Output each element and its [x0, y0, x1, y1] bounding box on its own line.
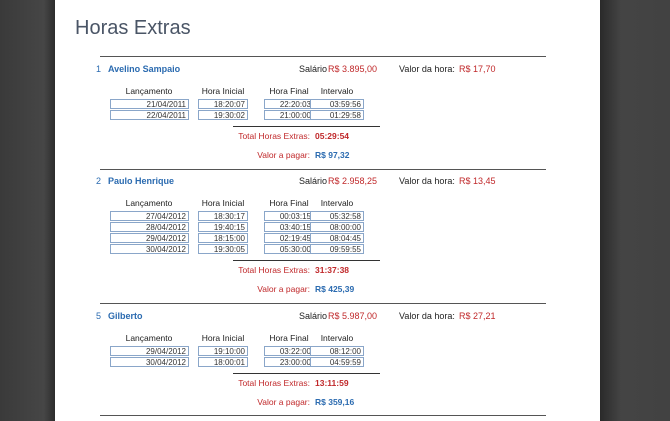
summary-divider: [233, 373, 380, 374]
cell-date: 30/04/2012: [110, 357, 189, 367]
amount-due-value: R$ 97,32: [315, 150, 350, 160]
cell-intervalo: 05:32:58: [310, 211, 364, 221]
right-shadow: [600, 0, 670, 421]
hourly-rate-label: Valor da hora:: [399, 311, 455, 321]
employee-number: 5: [96, 311, 102, 321]
hourly-rate-value: R$ 17,70: [459, 64, 496, 74]
left-shadow: [0, 0, 55, 421]
cell-hora-final: 21:00:00: [264, 110, 314, 120]
total-hours-value: 13:11:59: [315, 378, 349, 388]
salary-label: Salário: [299, 176, 328, 186]
cell-hora-final: 00:03:15: [264, 211, 314, 221]
report-page[interactable]: Horas Extras 1 Avelino Sampaio Salário R…: [55, 0, 600, 421]
cell-date: 22/04/2011: [110, 110, 189, 120]
cell-intervalo: 08:04:45: [310, 233, 364, 243]
employee-name[interactable]: Avelino Sampaio: [108, 64, 181, 74]
col-header-intervalo: Intervalo: [320, 86, 354, 96]
cell-hora-inicial: 19:30:05: [198, 244, 248, 254]
col-header-hora-inicial: Hora Inicial: [201, 86, 245, 96]
col-header-hora-inicial: Hora Inicial: [201, 333, 245, 343]
cell-intervalo: 03:59:56: [310, 99, 364, 109]
cell-hora-final: 03:22:00: [264, 346, 314, 356]
cell-hora-final: 03:40:15: [264, 222, 314, 232]
cell-hora-final: 05:30:00: [264, 244, 314, 254]
salary-value: R$ 2.958,25: [328, 176, 378, 186]
col-header-lancamento: Lançamento: [125, 86, 173, 96]
summary-divider: [233, 260, 380, 261]
cell-intervalo: 08:00:00: [310, 222, 364, 232]
cell-intervalo: 04:59:59: [310, 357, 364, 367]
amount-due-label: Valor a pagar:: [257, 284, 310, 294]
cell-hora-final: 22:20:03: [264, 99, 314, 109]
salary-value: R$ 5.987,00: [328, 311, 378, 321]
cell-hora-inicial: 19:40:15: [198, 222, 248, 232]
total-hours-label: Total Horas Extras:: [238, 265, 310, 275]
col-header-intervalo: Intervalo: [320, 198, 354, 208]
divider: [100, 303, 546, 304]
cell-date: 28/04/2012: [110, 222, 189, 232]
col-header-hora-final: Hora Final: [269, 198, 309, 208]
page-title: Horas Extras: [75, 17, 191, 39]
cell-date: 29/04/2012: [110, 346, 189, 356]
summary-divider: [233, 126, 380, 127]
employee-name[interactable]: Gilberto: [108, 311, 143, 321]
cell-hora-final: 23:00:00: [264, 357, 314, 367]
cell-hora-inicial: 18:15:00: [198, 233, 248, 243]
col-header-lancamento: Lançamento: [125, 198, 173, 208]
hourly-rate-label: Valor da hora:: [399, 64, 455, 74]
divider: [100, 169, 546, 170]
col-header-intervalo: Intervalo: [320, 333, 354, 343]
employee-name[interactable]: Paulo Henrique: [108, 176, 175, 186]
total-hours-label: Total Horas Extras:: [238, 378, 310, 388]
cell-hora-inicial: 18:00:01: [198, 357, 248, 367]
cell-intervalo: 09:59:55: [310, 244, 364, 254]
salary-label: Salário: [299, 311, 328, 321]
total-hours-value: 05:29:54: [315, 131, 350, 141]
divider: [100, 56, 546, 57]
cell-intervalo: 08:12:00: [310, 346, 364, 356]
cell-intervalo: 01:29:58: [310, 110, 364, 120]
col-header-hora-final: Hora Final: [269, 333, 309, 343]
employee-number: 1: [96, 64, 102, 74]
divider: [100, 415, 546, 416]
cell-date: 21/04/2011: [110, 99, 189, 109]
cell-hora-final: 02:19:45: [264, 233, 314, 243]
cell-date: 30/04/2012: [110, 244, 189, 254]
cell-hora-inicial: 18:30:17: [198, 211, 248, 221]
hourly-rate-label: Valor da hora:: [399, 176, 455, 186]
amount-due-value: R$ 425,39: [315, 284, 355, 294]
col-header-hora-final: Hora Final: [269, 86, 309, 96]
cell-hora-inicial: 19:30:02: [198, 110, 248, 120]
hourly-rate-value: R$ 27,21: [459, 311, 496, 321]
total-hours-label: Total Horas Extras:: [238, 131, 310, 141]
amount-due-value: R$ 359,16: [315, 397, 355, 407]
cell-hora-inicial: 18:20:07: [198, 99, 248, 109]
amount-due-label: Valor a pagar:: [257, 150, 310, 160]
hourly-rate-value: R$ 13,45: [459, 176, 496, 186]
col-header-lancamento: Lançamento: [125, 333, 173, 343]
salary-label: Salário: [299, 64, 328, 74]
amount-due-label: Valor a pagar:: [257, 397, 310, 407]
cell-date: 29/04/2012: [110, 233, 189, 243]
salary-value: R$ 3.895,00: [328, 64, 378, 74]
cell-hora-inicial: 19:10:00: [198, 346, 248, 356]
cell-date: 27/04/2012: [110, 211, 189, 221]
total-hours-value: 31:37:38: [315, 265, 350, 275]
employee-number: 2: [96, 176, 102, 186]
col-header-hora-inicial: Hora Inicial: [201, 198, 245, 208]
